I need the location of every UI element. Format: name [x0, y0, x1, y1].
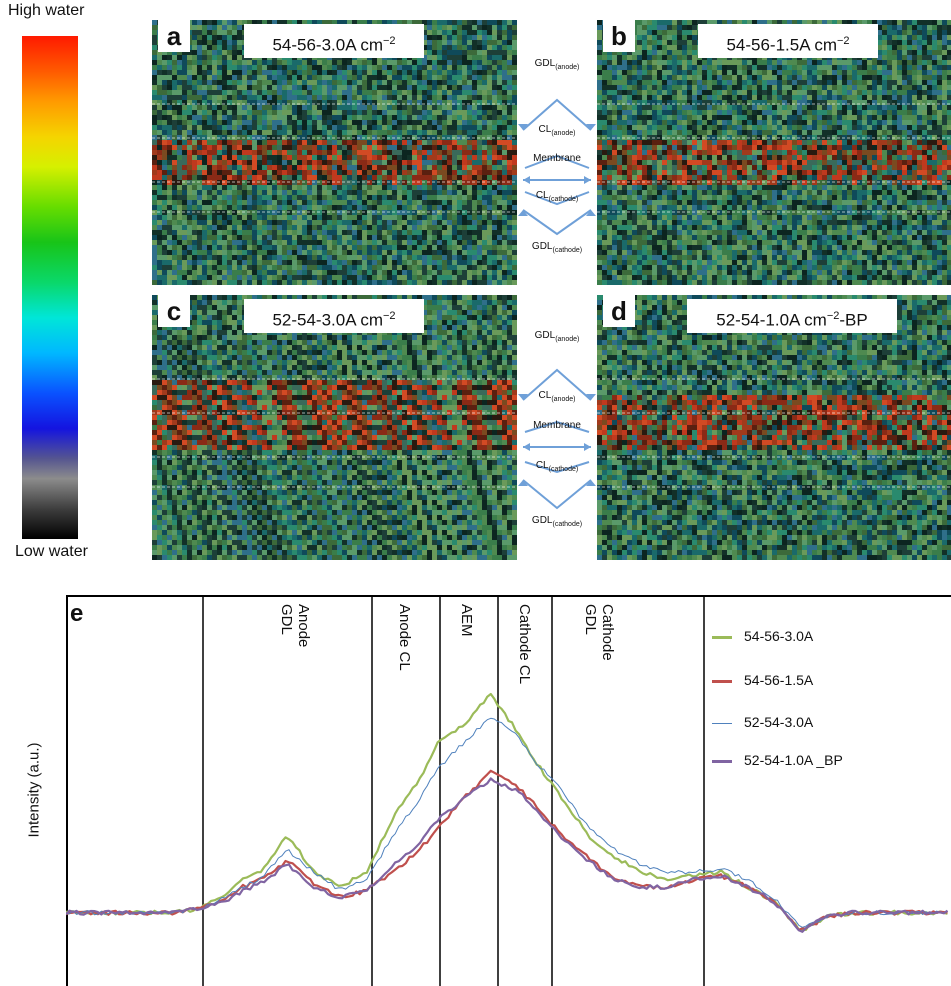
panel-letter: d: [603, 295, 635, 327]
series-line-52-54-1-0a-bp: [66, 777, 949, 933]
legend-label: 54-56-3.0A: [744, 628, 814, 644]
legend-label: 52-54-1.0A _BP: [744, 752, 843, 768]
y-axis-label: Intensity (a.u.): [25, 742, 43, 838]
legend-label: 52-54-3.0A: [744, 714, 814, 730]
legend-label: 54-56-1.5A: [744, 672, 814, 688]
chart-legend: 54-56-3.0A 54-56-1.5A 52-54-3.0A 52-54-1…: [712, 628, 912, 778]
legend-swatch: [712, 636, 732, 639]
cl-cathode-label-bottom: CL(cathode): [535, 460, 579, 473]
region-label-anode-gdl: Anode GDL: [278, 604, 312, 648]
gdl-cathode-label-bottom: GDL(cathode): [531, 515, 583, 528]
layer-arrows: [518, 98, 596, 510]
plot-frame: [66, 595, 951, 986]
panel-label: 52-54-3.0A cm−2: [244, 299, 424, 333]
legend-swatch: [712, 760, 732, 763]
panel-letter: c: [158, 295, 190, 327]
intensity-chart: [66, 595, 951, 986]
colorbar-low-label: Low water: [15, 543, 88, 560]
region-label-aem: AEM: [458, 604, 475, 637]
cl-cathode-label-top: CL(cathode): [535, 190, 579, 203]
panel-label: 52-54-1.0A cm−2-BP: [687, 299, 897, 333]
water-map-noise: [597, 295, 951, 560]
water-map-noise: [597, 20, 951, 285]
gdl-anode-label-bottom: GDL(anode): [534, 330, 580, 343]
membrane-label-bottom: Membrane: [533, 420, 581, 431]
water-map-noise: [152, 20, 517, 285]
series-line-54-56-1-5a: [66, 769, 948, 931]
panel-b-image: b 54-56-1.5A cm−2: [597, 20, 951, 285]
panel-letter: b: [603, 20, 635, 52]
panel-d-image: d 52-54-1.0A cm−2-BP: [597, 295, 951, 560]
cl-anode-label-top: CL(anode): [538, 124, 576, 137]
region-label-cathode-gdl: Cathode GDL: [582, 604, 616, 661]
panel-letter-e: e: [70, 600, 84, 627]
region-label-cathode-cl: Cathode CL: [516, 604, 533, 685]
gdl-anode-label-top: GDL(anode): [534, 58, 580, 71]
region-label-anode-cl: Anode CL: [396, 604, 413, 671]
panel-c-image: c 52-54-3.0A cm−2: [152, 295, 517, 560]
colorbar-high-label: High water: [8, 2, 85, 19]
water-map-noise: [152, 295, 517, 560]
panel-label: 54-56-1.5A cm−2: [698, 24, 878, 58]
panel-a-image: a 54-56-3.0A cm−2: [152, 20, 517, 285]
legend-swatch: [712, 680, 732, 683]
panel-letter: a: [158, 20, 190, 52]
legend-swatch: [712, 723, 732, 724]
panel-label: 54-56-3.0A cm−2: [244, 24, 424, 58]
cl-anode-label-bottom: CL(anode): [538, 390, 576, 403]
gdl-cathode-label-top: GDL(cathode): [531, 241, 583, 254]
water-colorbar: [22, 36, 78, 539]
membrane-label-top: Membrane: [533, 153, 581, 164]
